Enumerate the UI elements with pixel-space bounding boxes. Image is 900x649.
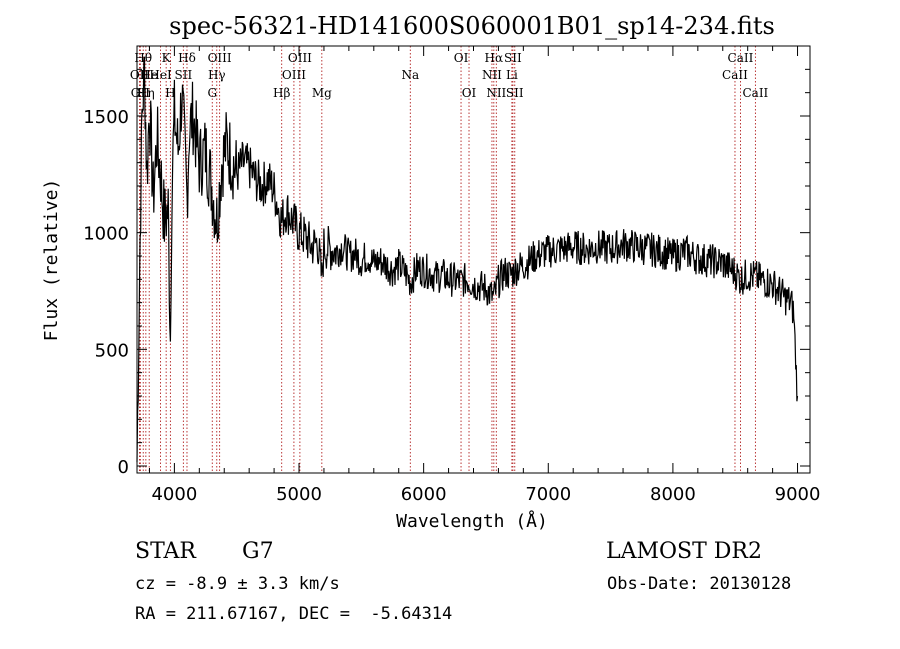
x-tick-label: 7000 bbox=[525, 484, 571, 505]
x-tick-label: 6000 bbox=[401, 484, 447, 505]
line-marker-label: Na bbox=[401, 68, 419, 82]
line-marker-label: Hα bbox=[485, 51, 504, 65]
line-marker-label: SII bbox=[175, 68, 193, 82]
observation-date: Obs-Date: 20130128 bbox=[607, 574, 792, 594]
plot-frame bbox=[136, 45, 811, 474]
line-marker-label: OI bbox=[454, 51, 469, 65]
survey-name: LAMOST DR2 bbox=[606, 539, 762, 564]
y-tick-label: 500 bbox=[95, 340, 129, 361]
line-marker-label: NII bbox=[486, 86, 506, 100]
line-marker-label: SII bbox=[504, 51, 522, 65]
line-marker-label: H bbox=[165, 86, 175, 100]
line-marker-label: Hγ bbox=[208, 68, 226, 82]
line-marker-label: HeI bbox=[149, 68, 172, 82]
redshift-value: cz = -8.9 ± 3.3 km/s bbox=[135, 574, 340, 594]
object-subclass: G7 bbox=[242, 539, 274, 564]
y-axis-ticks: 0 500 1000 1500 bbox=[83, 68, 810, 478]
x-tick-label: 9000 bbox=[775, 484, 821, 505]
x-axis-ticks: 4000 5000 6000 7000 8000 9000 bbox=[148, 46, 821, 505]
y-tick-label: 1000 bbox=[83, 224, 129, 245]
x-tick-label: 4000 bbox=[151, 484, 197, 505]
line-marker-labels: OIIOIIHθHηHeHeIKHSIIHδGHγOIIIHβOIIIOIIIM… bbox=[130, 51, 769, 100]
line-marker-label: OI bbox=[462, 86, 477, 100]
line-marker-label: Hδ bbox=[178, 51, 196, 65]
y-tick-label: 0 bbox=[118, 457, 129, 478]
line-marker-label: Mg bbox=[312, 86, 332, 100]
line-marker-label: K bbox=[162, 51, 172, 65]
line-marker-label: Hη bbox=[137, 86, 155, 100]
x-axis-label: Wavelength (Å) bbox=[396, 510, 548, 532]
line-marker-label: G bbox=[207, 86, 217, 100]
line-marker-label: CaII bbox=[722, 68, 748, 82]
chart-title: spec-56321-HD141600S060001B01_sp14-234.f… bbox=[169, 12, 775, 40]
coordinates: RA = 211.67167, DEC = -5.64314 bbox=[135, 604, 453, 624]
line-marker-label: NII bbox=[482, 68, 502, 82]
spectrum-chart: spec-56321-HD141600S060001B01_sp14-234.f… bbox=[41, 12, 821, 532]
y-axis-label: Flux (relative) bbox=[41, 179, 62, 342]
object-type: STAR bbox=[135, 539, 196, 564]
line-marker-label: Li bbox=[506, 68, 518, 82]
line-marker-label: SII bbox=[506, 86, 524, 100]
line-marker-label: Hθ bbox=[134, 51, 152, 65]
y-tick-label: 1500 bbox=[83, 107, 129, 128]
line-marker-label: OIII bbox=[208, 51, 232, 65]
x-tick-label: 5000 bbox=[276, 484, 322, 505]
line-marker-label: CaII bbox=[742, 86, 768, 100]
line-marker-label: Hβ bbox=[273, 86, 290, 100]
spectrum-line bbox=[136, 56, 799, 463]
line-marker-label: CaII bbox=[728, 51, 754, 65]
line-markers bbox=[139, 46, 756, 473]
line-marker-label: OIII bbox=[282, 68, 306, 82]
x-tick-label: 8000 bbox=[650, 484, 696, 505]
line-marker-label: OIII bbox=[288, 51, 312, 65]
